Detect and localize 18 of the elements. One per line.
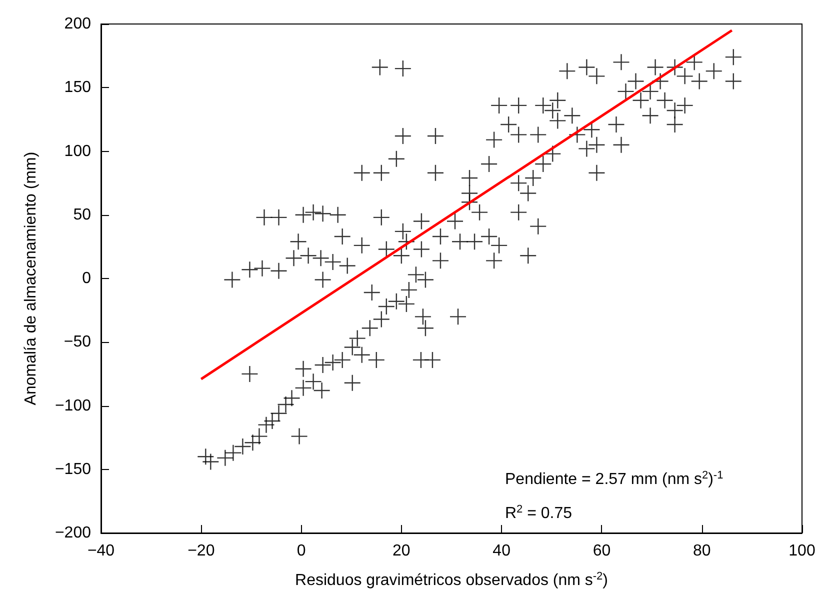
x-tick-label: 20 xyxy=(392,542,410,560)
y-axis-title: Anomalía de almacenamiento (mm) xyxy=(22,152,40,406)
y-tick-label: −50 xyxy=(64,334,92,351)
x-tick-label: 0 xyxy=(296,542,306,560)
x-tick-label: 100 xyxy=(788,542,816,560)
x-tick-label: −20 xyxy=(188,542,215,560)
x-tick-label: −40 xyxy=(87,542,115,560)
y-tick-label: 50 xyxy=(73,206,92,224)
x-tick-label: 60 xyxy=(592,542,611,560)
y-tick-label: 150 xyxy=(64,79,92,96)
y-tick-label: 0 xyxy=(82,270,92,287)
y-tick-label: −200 xyxy=(54,524,92,542)
y-tick-label: −150 xyxy=(54,460,92,478)
x-tick-label: 80 xyxy=(692,542,711,560)
y-tick-label: 100 xyxy=(64,142,92,160)
x-tick-label: 40 xyxy=(492,542,511,560)
y-tick-label: 200 xyxy=(64,16,92,32)
y-tick-label: −100 xyxy=(54,397,92,414)
